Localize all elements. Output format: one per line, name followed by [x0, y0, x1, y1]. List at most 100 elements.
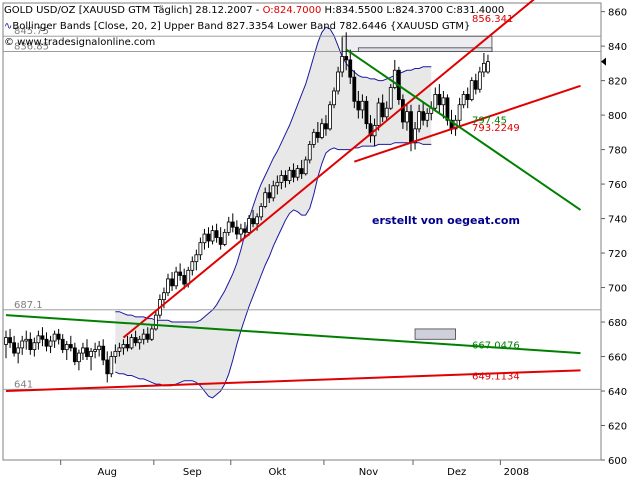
candle-body	[68, 344, 73, 349]
bollinger-upper-line	[115, 26, 432, 323]
candle-body	[182, 275, 187, 285]
candle-body	[72, 347, 77, 363]
candle-body	[117, 347, 122, 352]
level-label: 687.1	[14, 300, 43, 311]
candle-body	[255, 216, 260, 225]
candle-body	[170, 278, 174, 287]
y-tick-label: 680	[608, 318, 627, 329]
watermark: erstellt von oegeat.com	[372, 214, 520, 227]
candle-body	[319, 123, 324, 138]
candle-body	[356, 100, 361, 111]
candle-body	[153, 314, 158, 330]
candle-body	[4, 337, 8, 345]
trend-line-green-resistance-short	[345, 48, 582, 211]
candle-body	[28, 338, 33, 351]
range-box-inner	[357, 47, 493, 52]
candle-body	[141, 333, 146, 340]
candle-body	[125, 344, 130, 349]
candle-body	[348, 59, 353, 78]
candle-body	[121, 344, 126, 349]
y-tick-label: 840	[608, 42, 627, 53]
candle-body	[259, 206, 264, 218]
candle-body	[198, 242, 203, 256]
candle-body	[230, 221, 235, 228]
candle-body	[332, 90, 336, 106]
header-rest: H:834.5500 L:824.3700 C:831.4000	[321, 5, 504, 16]
candle-body	[81, 347, 85, 354]
candle-body	[77, 352, 81, 363]
candle-body	[360, 100, 365, 111]
candle-body	[307, 144, 312, 161]
candle-body	[344, 56, 349, 61]
candle-body	[174, 271, 179, 287]
candle-body	[20, 340, 25, 349]
x-tick-label: Sep	[183, 467, 202, 478]
price-annotation: 856.341	[472, 14, 513, 25]
candle-body	[400, 99, 405, 123]
candle-body	[89, 350, 93, 357]
last-price-marker	[601, 57, 606, 66]
candle-body	[64, 344, 69, 351]
y-tick-label: 640	[608, 387, 627, 398]
candle-body	[93, 349, 97, 352]
copyright: © www.tradesignalonline.com	[4, 37, 155, 48]
candle-body	[299, 168, 304, 175]
candle-body	[267, 192, 272, 199]
y-tick-label: 600	[608, 456, 627, 467]
candle-body	[194, 254, 199, 263]
candle-body	[222, 231, 227, 245]
candle-body	[291, 169, 296, 178]
candle-body	[243, 228, 247, 233]
candle-body	[162, 292, 166, 301]
candle-body	[129, 337, 134, 349]
y-tick-label: 700	[608, 284, 627, 295]
candle-body	[271, 185, 276, 199]
candle-body	[218, 237, 223, 245]
candle-body	[380, 102, 385, 118]
bollinger-legend-text: Bollinger Bands [Close, 20, 2] Upper Ban…	[12, 21, 470, 32]
candle-body	[311, 131, 316, 145]
range-box-low	[414, 328, 456, 340]
candle-body	[263, 192, 268, 207]
x-tick-label: Nov	[359, 467, 379, 478]
candle-body	[247, 218, 251, 233]
candle-body	[481, 62, 486, 73]
candle-body	[376, 102, 381, 126]
candle-body	[417, 111, 422, 130]
candle-body	[12, 342, 17, 354]
candle-body	[457, 104, 462, 121]
candle-body	[210, 230, 215, 242]
candle-body	[388, 87, 393, 109]
candle-body	[477, 71, 482, 90]
header-open: O:824.7000	[263, 5, 322, 16]
candle-body	[303, 159, 308, 175]
candle-body	[461, 94, 466, 106]
candle-body	[473, 80, 478, 90]
header-title-prefix: GOLD USD/OZ [XAUUSD GTM Täglich] 28.12.2…	[4, 5, 263, 16]
candle-body	[469, 80, 474, 100]
candle-body	[56, 333, 61, 340]
candle-body	[214, 230, 219, 238]
candle-body	[384, 107, 389, 118]
candle-body	[234, 226, 239, 235]
candle-body	[60, 338, 65, 351]
candle-body	[133, 337, 138, 344]
bollinger-legend: ∿Bollinger Bands [Close, 20, 2] Upper Ba…	[4, 21, 470, 32]
candle-body	[105, 359, 110, 375]
y-tick-label: 780	[608, 146, 627, 157]
candle-body	[279, 175, 284, 183]
x-tick-label: 2008	[504, 467, 529, 478]
y-tick-label: 620	[608, 422, 627, 433]
candle-body	[178, 271, 183, 276]
price-annotation: 649.1134	[472, 371, 520, 382]
candle-body	[486, 61, 490, 73]
candle-body	[413, 128, 417, 144]
price-annotation: 667.0476	[472, 340, 520, 351]
y-tick-label: 820	[608, 77, 627, 88]
candle-body	[166, 278, 170, 294]
candle-body	[287, 169, 292, 182]
y-tick-label: 660	[608, 353, 627, 364]
x-tick-label: Dez	[447, 467, 466, 478]
x-tick-label: Aug	[97, 467, 117, 478]
